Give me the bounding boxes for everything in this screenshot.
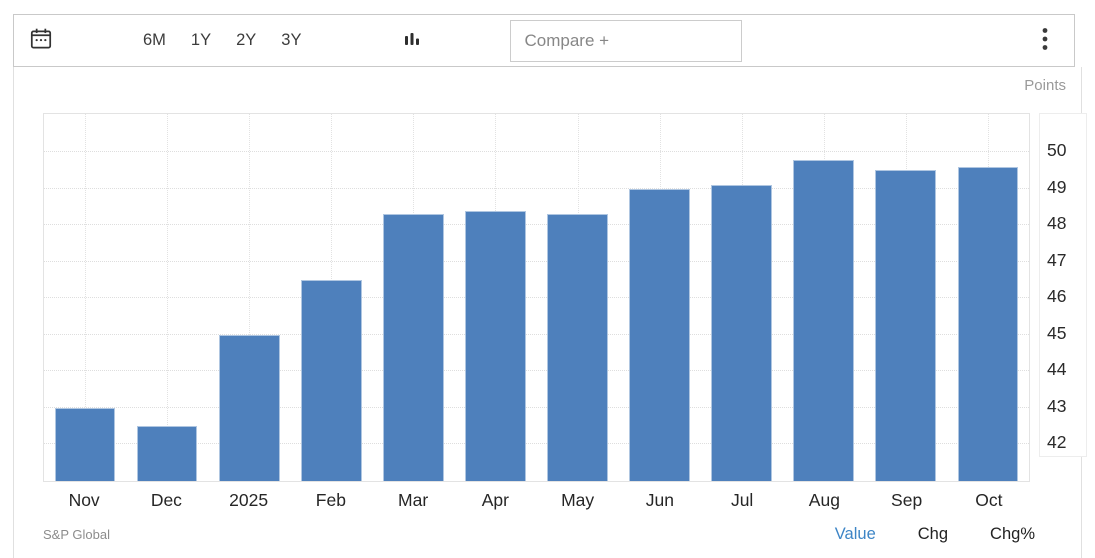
bar-slot [44,114,126,481]
bar-jul[interactable] [711,185,773,481]
chart-panel: Points 42 43 44 45 46 47 48 49 50 Nov Dec 2025 Feb M… [13,67,1087,558]
x-axis-label: 2025 [229,490,269,510]
y-tick-label: 42 [1047,432,1067,453]
y-tick-label: 44 [1047,359,1067,380]
x-axis-label: May [561,490,595,510]
chart-type-button[interactable] [402,29,422,52]
bar-slot [372,114,454,481]
y-tick-label: 45 [1047,322,1067,343]
y-axis-panel: 42 43 44 45 46 47 48 49 50 [1039,113,1087,457]
bar-nov[interactable] [54,407,116,481]
plot-area [43,113,1030,482]
chg-percent-link[interactable]: Chg% [990,525,1035,543]
x-axis-label: Sep [891,490,923,510]
bar-slot [701,114,783,481]
bar-slot [126,114,208,481]
gridline [85,114,87,481]
x-axis-labels: Nov Dec 2025 Feb Mar Apr May Jun Jul Aug Sep Oct [43,484,1030,511]
x-axis-label: Apr [481,490,509,510]
x-axis-label: Oct [975,490,1003,510]
series-mode-links: Value Chg Chg% [835,525,1035,544]
chart-footer: S&P Global Value Chg Chg% [43,525,1035,544]
bar-slot [865,114,947,481]
x-axis-label: Mar [398,490,429,510]
bar-jun[interactable] [629,188,690,481]
column-chart-icon [402,29,422,52]
compare-input[interactable]: Compare + [510,19,743,62]
bar-slot [208,114,290,481]
gridline [167,114,169,481]
y-tick-label: 47 [1047,249,1067,270]
calendar-button[interactable] [28,26,54,55]
calendar-icon [28,26,54,55]
bar-sep[interactable] [875,170,937,481]
gridline [44,333,1029,335]
value-link[interactable]: Value [834,525,876,543]
x-axis-label: Jun [645,490,674,510]
y-tick-label: 43 [1047,395,1067,416]
gridline [44,260,1029,262]
y-tick-label: 46 [1047,286,1067,307]
chg-link[interactable]: Chg [917,525,949,543]
range-3y-button[interactable]: 3Y [280,29,302,52]
bar-mar[interactable] [382,214,444,481]
gridline [44,151,1029,153]
kebab-menu-icon [1042,27,1048,54]
x-axis-label: Jul [730,490,754,510]
gridline [44,224,1029,226]
y-axis-title: Points [1024,77,1066,94]
y-tick-label: 49 [1047,176,1067,197]
bar-slot [783,114,865,481]
y-tick-label: 50 [1047,140,1067,161]
bar-feb[interactable] [300,280,362,481]
bar-slot [290,114,372,481]
menu-button[interactable] [1034,26,1056,56]
x-axis-label: Aug [808,490,840,510]
gridline [44,297,1029,299]
bar-aug[interactable] [793,159,855,481]
chart-canvas: 42 43 44 45 46 47 48 49 50 [43,113,1087,482]
bar-may[interactable] [547,214,608,481]
gridline [44,370,1029,372]
bar-slot [619,114,701,481]
gridline [44,443,1029,445]
gridline [44,187,1029,189]
bar-2025[interactable] [218,334,280,481]
x-axis-label: Nov [68,490,100,510]
chart-toolbar: 6M 1Y 2Y 3Y Compare + [13,14,1075,67]
range-2y-button[interactable]: 2Y [235,29,257,52]
bar-slot [454,114,536,481]
gridline [249,114,251,481]
range-6m-button[interactable]: 6M [142,29,167,52]
range-selector: 6M 1Y 2Y 3Y [142,29,302,52]
x-axis-label: Dec [150,490,182,510]
bar-slot [536,114,618,481]
x-axis-label: Feb [315,490,346,510]
y-tick-label: 48 [1047,213,1067,234]
range-1y-button[interactable]: 1Y [190,29,212,52]
bar-slot [947,114,1029,481]
bar-apr[interactable] [465,210,526,481]
gridline [44,406,1029,408]
source-attribution: S&P Global [43,527,110,542]
bar-dec[interactable] [136,426,198,481]
bar-oct[interactable] [957,166,1019,481]
